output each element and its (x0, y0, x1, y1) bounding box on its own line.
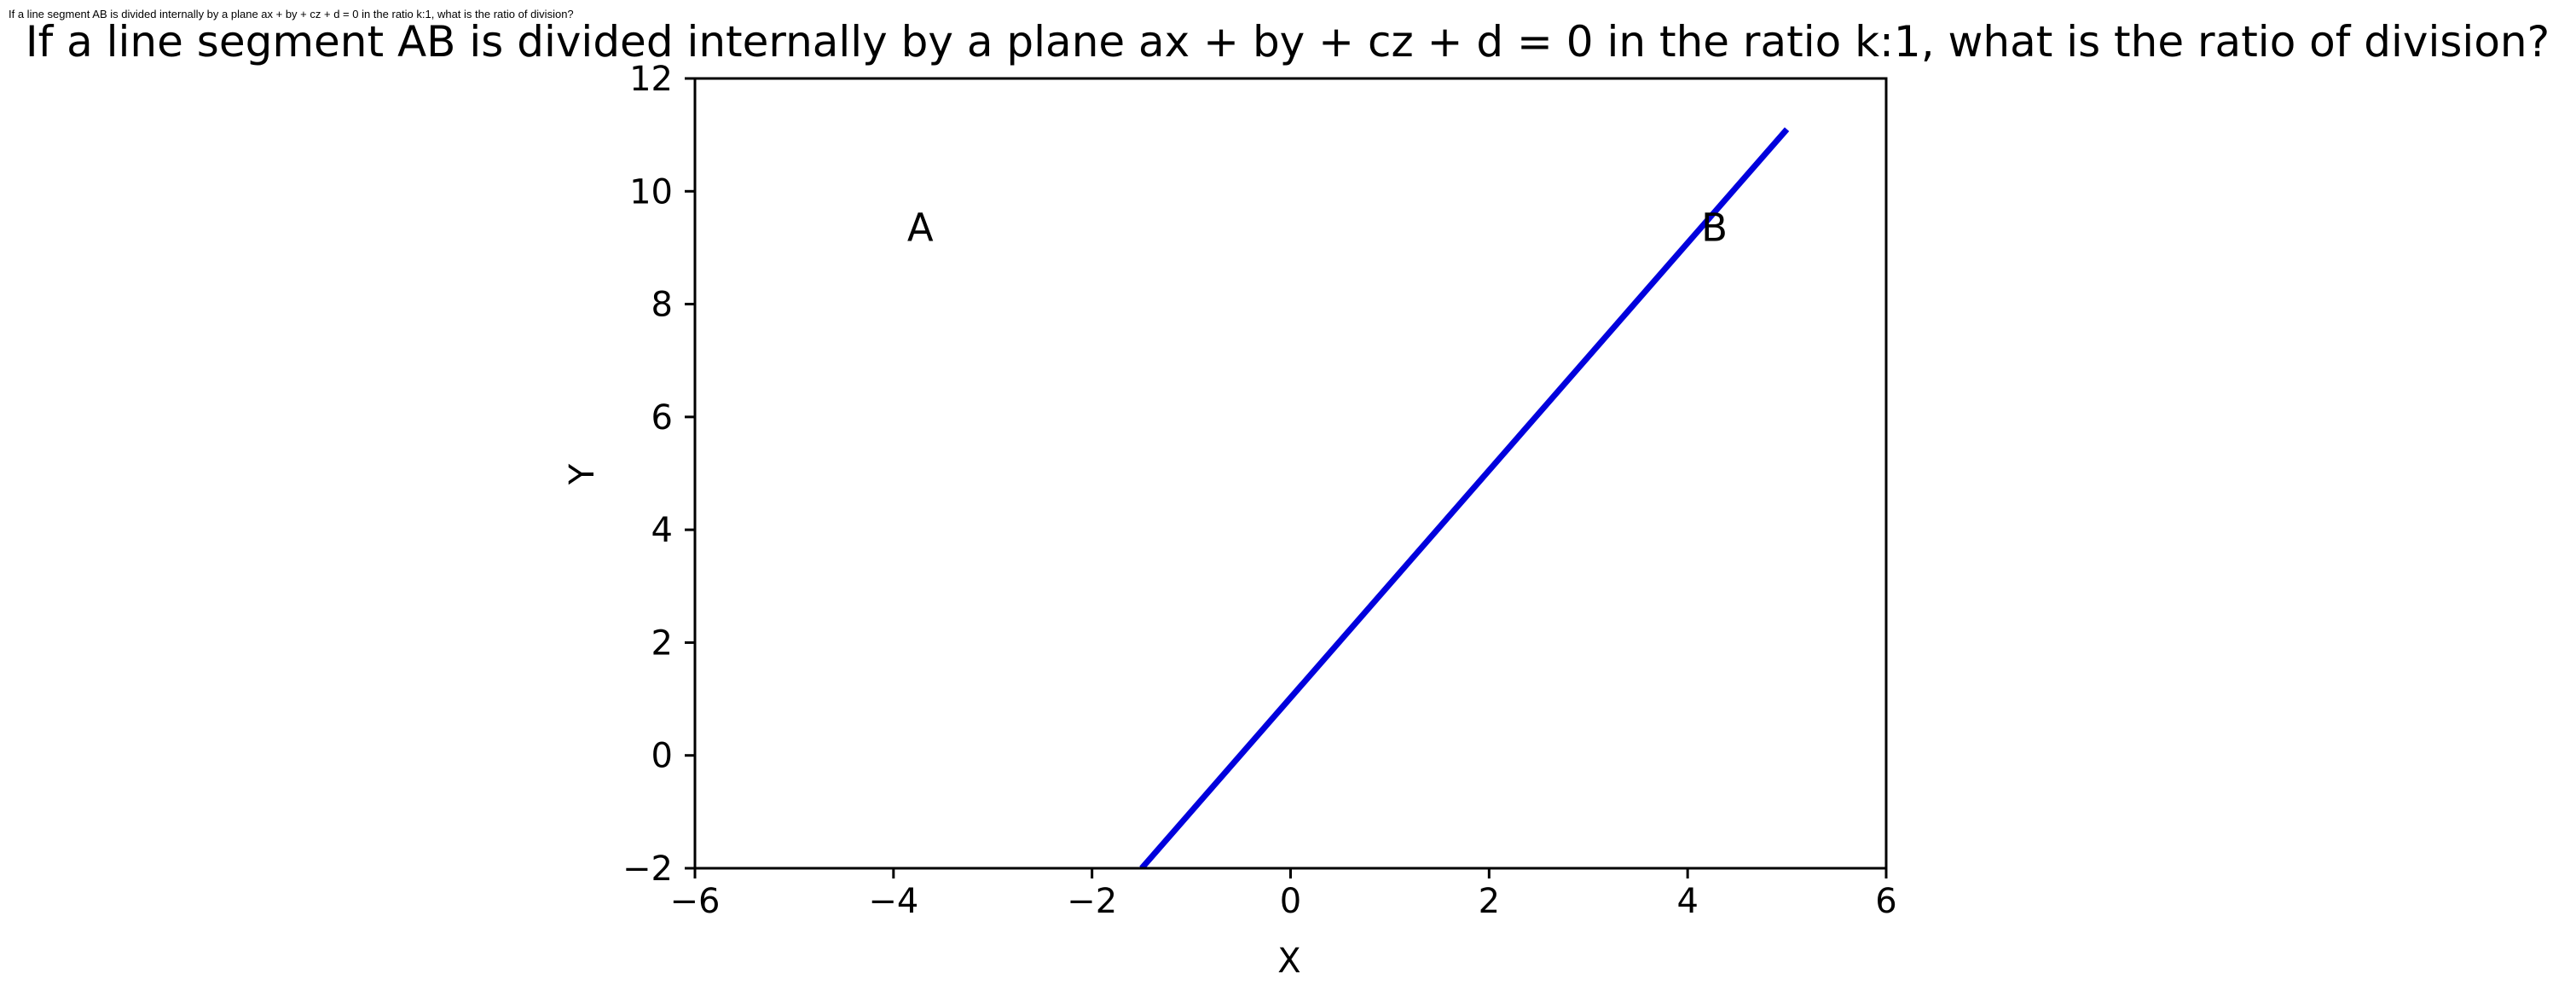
y-tick-label: 12 (629, 60, 673, 99)
point-label-a: A (907, 205, 934, 250)
x-tick-label: 2 (1479, 882, 1500, 921)
y-tick-label: 6 (651, 398, 673, 438)
y-tick-label: 10 (629, 172, 673, 212)
series-line-0 (1139, 127, 1790, 868)
y-axis-label: Y (563, 463, 602, 485)
plot-frame (693, 77, 1888, 870)
y-tick-label: 0 (651, 737, 673, 776)
x-tick-label: 6 (1875, 882, 1896, 921)
y-tick-label: 8 (651, 286, 673, 325)
plot-area: −6 −4 −2 0 2 4 6 −2 0 2 4 6 8 10 12 A B (622, 60, 1897, 921)
x-tick-label: −4 (868, 882, 918, 921)
y-tick-label: 2 (651, 623, 673, 663)
x-tick-label: −2 (1067, 882, 1117, 921)
x-tick-label: 0 (1280, 882, 1301, 921)
chart-title: If a line segment AB is divided internal… (26, 17, 2550, 67)
x-tick-label: −6 (670, 882, 721, 921)
y-tick-label: −2 (622, 849, 673, 889)
x-axis-label: X (1277, 942, 1300, 981)
x-tick-label: 4 (1676, 882, 1698, 921)
small-page-title: If a line segment AB is divided internal… (9, 8, 574, 20)
point-label-b: B (1701, 205, 1728, 250)
y-tick-label: 4 (651, 511, 673, 550)
